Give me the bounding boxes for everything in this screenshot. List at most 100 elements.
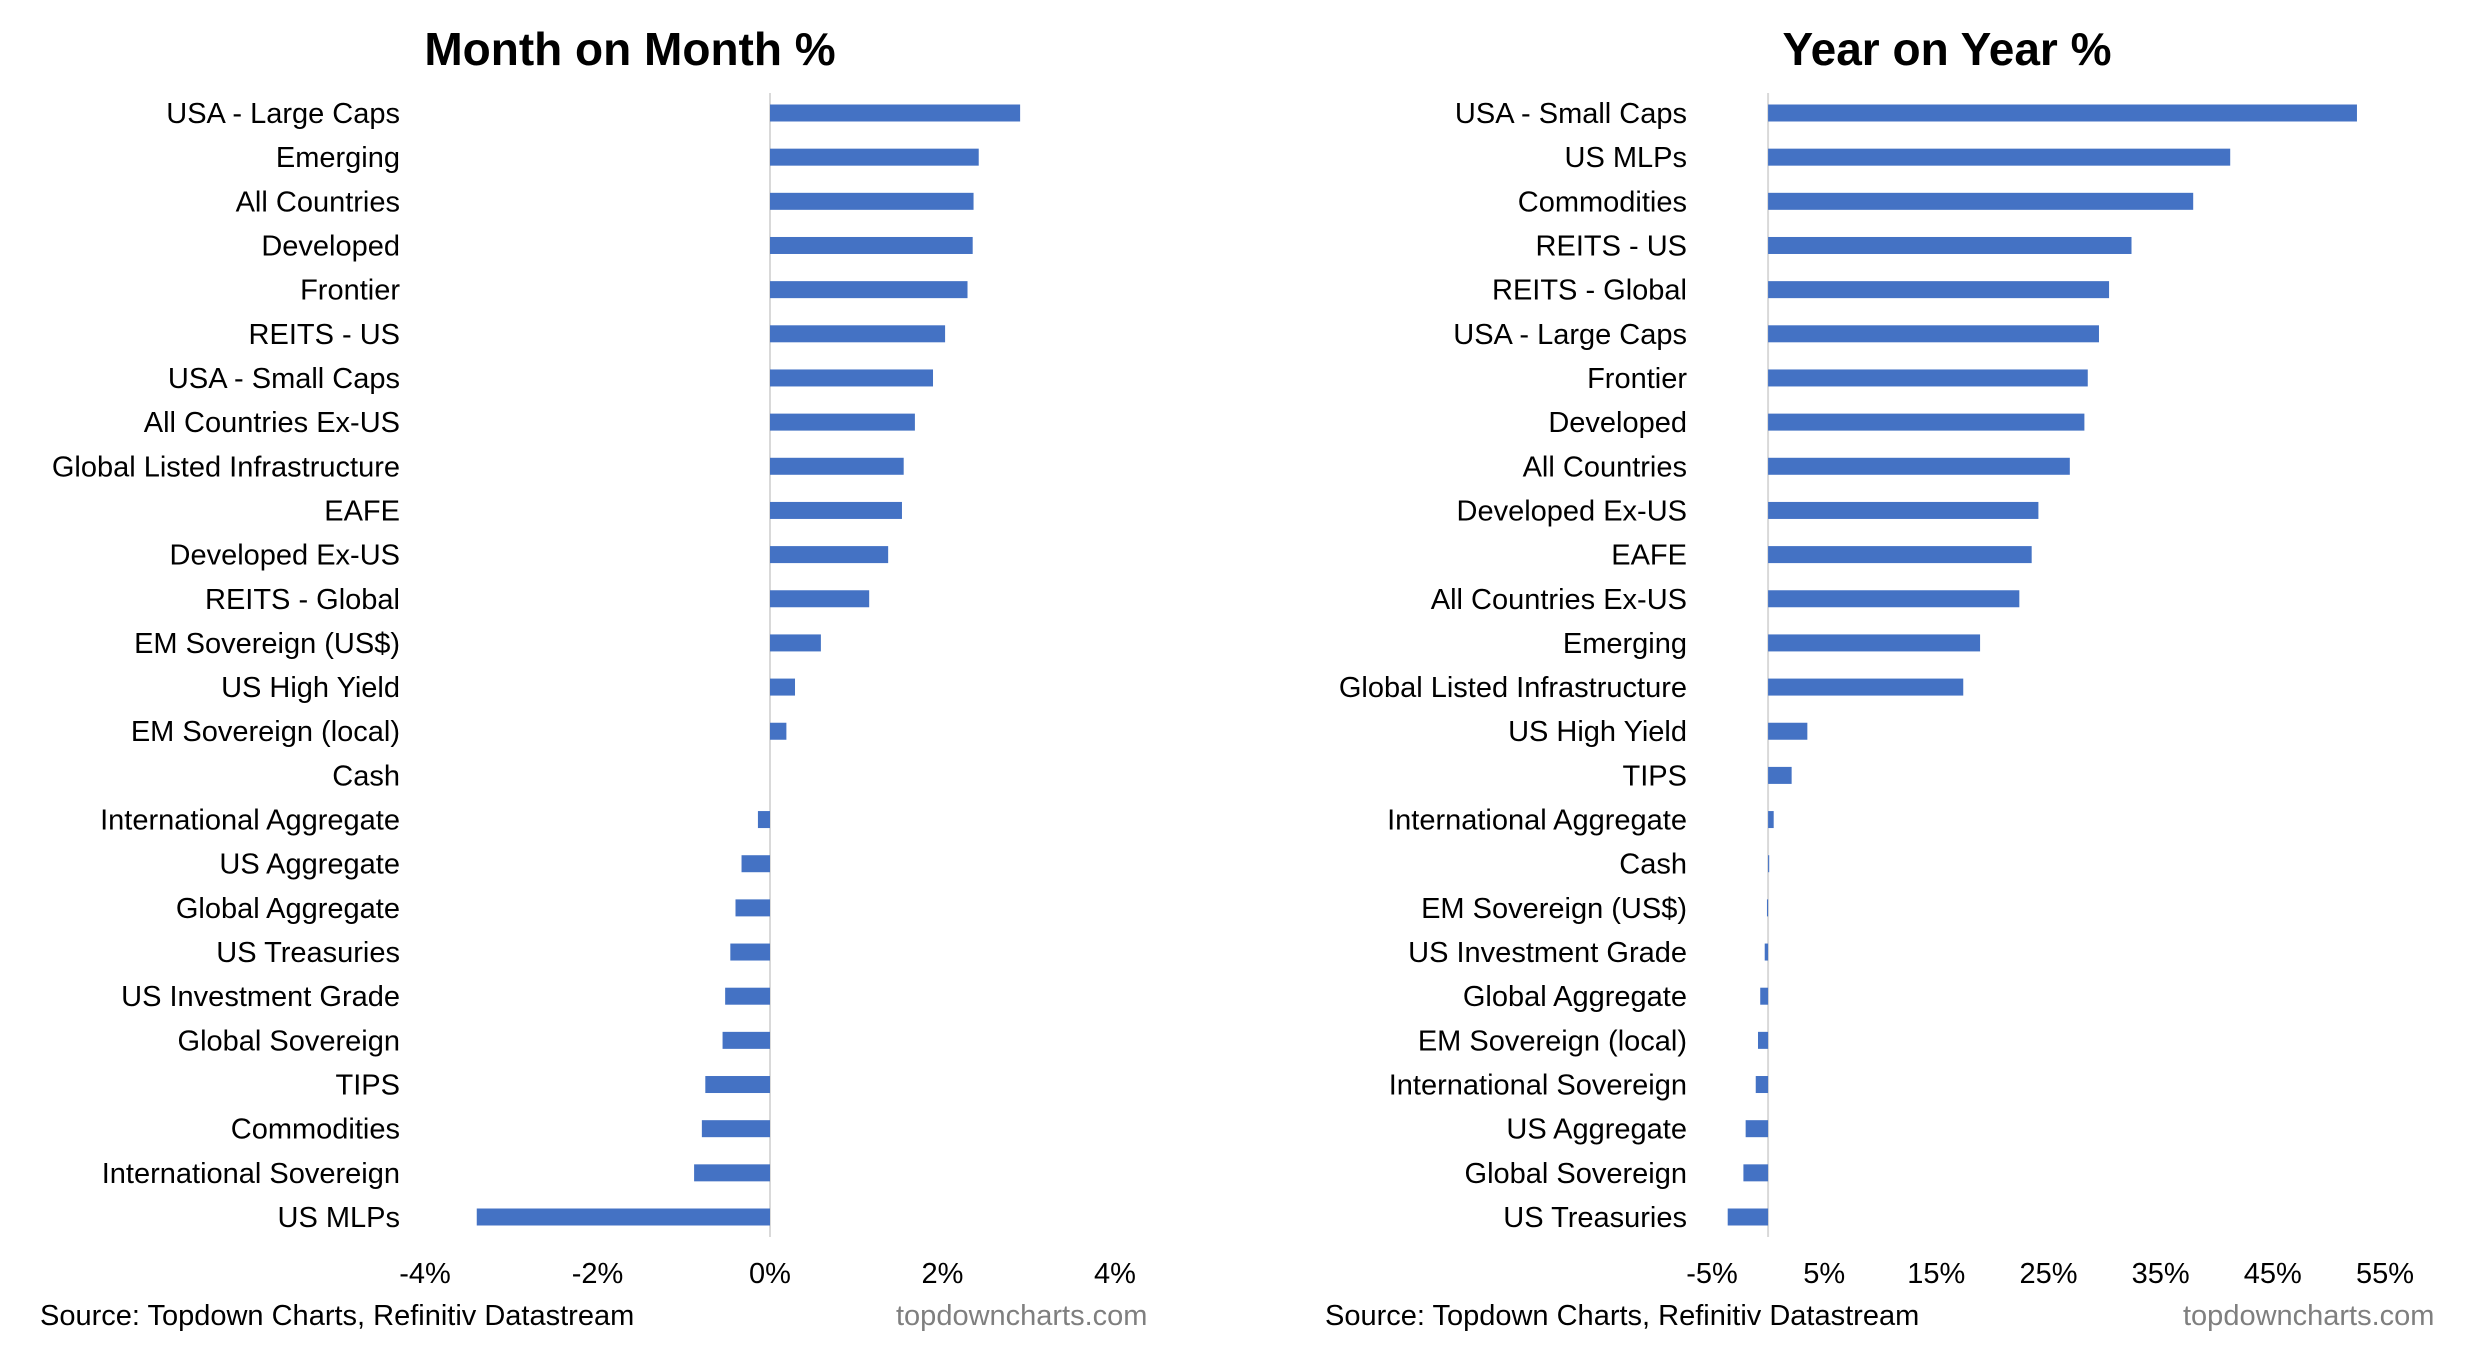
category-label: US Aggregate — [219, 849, 400, 881]
category-label: Cash — [332, 760, 400, 792]
category-label: All Countries Ex-US — [144, 407, 400, 439]
category-label: EM Sovereign (US$) — [134, 628, 400, 660]
bar — [701, 1120, 770, 1138]
bar — [770, 325, 946, 343]
category-label: REITS - US — [1536, 230, 1687, 262]
x-tick-label: 4% — [1094, 1258, 1136, 1290]
category-label: Cash — [1619, 849, 1687, 881]
bar — [1768, 855, 1770, 873]
x-tick-label: -5% — [1686, 1258, 1738, 1290]
category-label: Developed — [1548, 407, 1687, 439]
category-label: Developed — [261, 230, 400, 262]
chart-title: Month on Month % — [424, 23, 836, 75]
bar-chart-year-on-year: USA - Small Caps US MLPs Commodities REITS … — [1339, 93, 2414, 1290]
category-label: US High Yield — [221, 672, 400, 704]
category-label: US Treasuries — [216, 937, 400, 969]
bar — [770, 722, 787, 740]
bar — [770, 148, 979, 166]
x-tick-label: 55% — [2356, 1258, 2414, 1290]
bar — [476, 1208, 770, 1226]
bar — [770, 281, 968, 299]
bar — [1760, 987, 1769, 1005]
category-label: USA - Large Caps — [1453, 319, 1687, 351]
category-label: USA - Small Caps — [168, 363, 400, 395]
bar — [1768, 148, 2231, 166]
bar — [1768, 501, 2039, 519]
category-label: EAFE — [324, 495, 400, 527]
bar — [1768, 236, 2132, 254]
bar — [741, 855, 770, 873]
bar — [1768, 325, 2099, 343]
category-label: USA - Small Caps — [1455, 98, 1687, 130]
bar — [1768, 281, 2110, 299]
category-label: TIPS — [336, 1070, 400, 1102]
category-label: US MLPs — [278, 1202, 400, 1234]
x-tick-label: 15% — [1907, 1258, 1965, 1290]
category-label: EM Sovereign (local) — [131, 716, 400, 748]
bar — [1757, 1031, 1769, 1049]
bar — [1766, 899, 1769, 917]
category-label: USA - Large Caps — [166, 98, 400, 130]
category-label: US MLPs — [1565, 142, 1687, 174]
chart-panel-year-on-year: Year on Year % USA - Small Caps US MLPs Co… — [1237, 0, 2474, 1348]
bar — [1768, 104, 2357, 122]
category-label: REITS - US — [249, 319, 400, 351]
category-label: US Treasuries — [1503, 1202, 1687, 1234]
category-label: Global Aggregate — [176, 893, 400, 925]
watermark: topdowncharts.com — [896, 1300, 1148, 1332]
bar — [1768, 811, 1774, 829]
category-label: US High Yield — [1508, 716, 1687, 748]
bar — [1768, 546, 2032, 564]
x-tick-label: 35% — [2132, 1258, 2190, 1290]
category-label: US Investment Grade — [121, 981, 400, 1013]
chart-panel-month-on-month: Month on Month % USA - Large Caps Emergin… — [40, 23, 1148, 1332]
category-label: US Investment Grade — [1408, 937, 1687, 969]
bar — [725, 987, 770, 1005]
category-label: International Sovereign — [1389, 1070, 1687, 1102]
category-label: Emerging — [276, 142, 400, 174]
category-label: Commodities — [1518, 186, 1687, 218]
bar — [770, 369, 934, 387]
bar — [770, 678, 796, 696]
bar — [735, 899, 770, 917]
category-label: International Aggregate — [100, 805, 400, 837]
x-tick-label: 45% — [2244, 1258, 2302, 1290]
category-label: REITS - Global — [205, 584, 400, 616]
bar — [757, 811, 770, 829]
bar — [1745, 1120, 1769, 1138]
category-label: Developed Ex-US — [1457, 495, 1688, 527]
bar — [770, 546, 889, 564]
category-label: Commodities — [231, 1114, 400, 1146]
category-label: Global Sovereign — [178, 1025, 400, 1057]
bar — [770, 104, 1021, 122]
x-tick-label: 2% — [922, 1258, 964, 1290]
bar — [694, 1164, 770, 1182]
category-label: All Countries — [236, 186, 400, 218]
x-tick-label: 5% — [1803, 1258, 1845, 1290]
category-label: TIPS — [1623, 760, 1687, 792]
category-label: Developed Ex-US — [170, 540, 401, 572]
bar — [770, 590, 870, 608]
category-label: Frontier — [1587, 363, 1687, 395]
bar-chart-month-on-month: USA - Large Caps Emerging All Countries Dev… — [52, 93, 1136, 1290]
category-label: Global Aggregate — [1463, 981, 1687, 1013]
bar — [1768, 590, 2020, 608]
category-label: International Aggregate — [1387, 805, 1687, 837]
bar — [770, 457, 904, 475]
category-label: International Sovereign — [102, 1158, 400, 1190]
bar — [1768, 722, 1808, 740]
category-label: Emerging — [1563, 628, 1687, 660]
category-label: EM Sovereign (local) — [1418, 1025, 1687, 1057]
category-label: REITS - Global — [1492, 275, 1687, 307]
bar — [730, 943, 770, 961]
source-note: Source: Topdown Charts, Refinitiv Datast… — [40, 1300, 635, 1332]
source-note: Source: Topdown Charts, Refinitiv Datast… — [1325, 1300, 1920, 1332]
x-tick-label: 25% — [2019, 1258, 2077, 1290]
x-tick-label: -2% — [572, 1258, 624, 1290]
bar — [722, 1031, 770, 1049]
bar — [705, 1076, 770, 1094]
category-label: Global Listed Infrastructure — [52, 451, 400, 483]
bar — [1768, 766, 1792, 784]
x-tick-label: -4% — [399, 1258, 451, 1290]
bar — [770, 413, 915, 431]
